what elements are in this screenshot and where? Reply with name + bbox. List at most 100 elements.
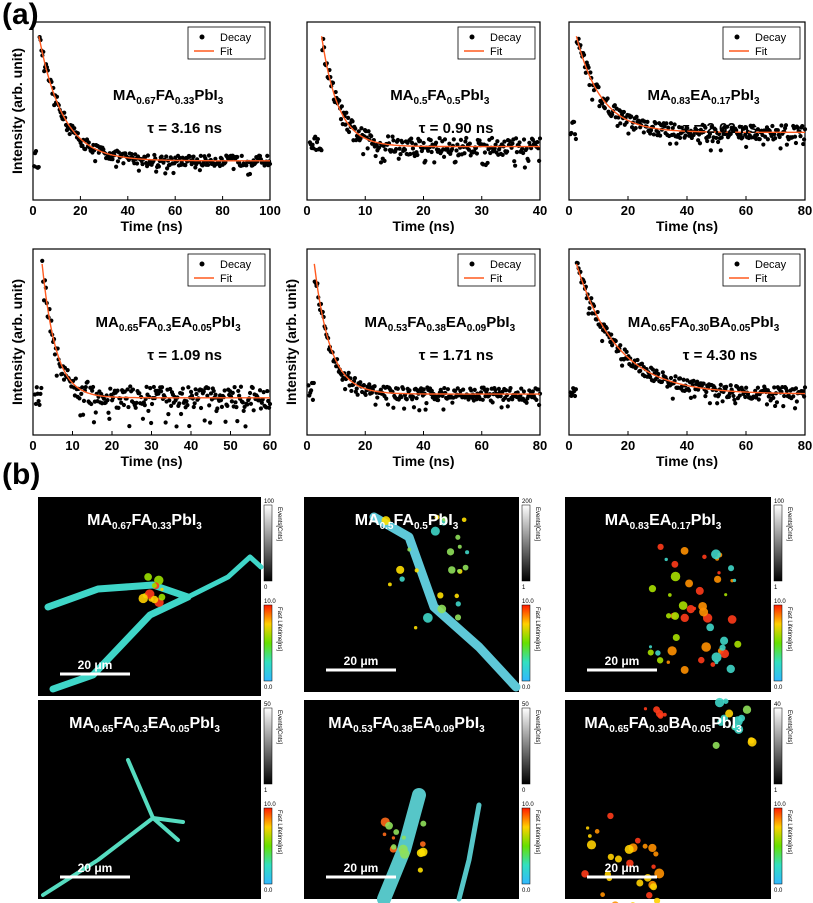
decay-point	[793, 140, 799, 146]
decay-point	[90, 384, 96, 390]
crystal-blob	[742, 705, 752, 714]
x-tick-label: 20	[416, 203, 430, 218]
decay-point	[399, 394, 404, 400]
x-tick-label: 0	[565, 438, 572, 453]
decay-point	[398, 151, 403, 157]
crystal-blob	[671, 612, 680, 620]
decay-point	[502, 139, 507, 144]
decay-point	[435, 398, 441, 403]
decay-point	[354, 138, 359, 143]
decay-point	[573, 387, 579, 392]
crystal-blob	[396, 565, 405, 574]
decay-point	[89, 401, 94, 407]
decay-point	[775, 128, 780, 133]
decay-point	[621, 109, 626, 115]
legend-fit-label: Fit	[220, 46, 232, 58]
decay-point	[423, 407, 428, 412]
crystal-blob	[695, 586, 704, 595]
decay-points	[32, 258, 273, 429]
decay-point	[420, 146, 425, 151]
decay-point	[194, 391, 199, 397]
decay-point	[583, 70, 588, 75]
decay-point	[319, 148, 324, 153]
decay-point	[536, 387, 541, 392]
legend-decay-marker	[199, 34, 205, 40]
crystal-blob	[668, 593, 672, 597]
decay-point	[645, 119, 650, 125]
decay-point	[452, 388, 458, 394]
decay-point	[233, 400, 238, 405]
decay-point	[715, 401, 720, 406]
decay-point	[202, 418, 207, 423]
legend-decay-label: Decay	[490, 32, 522, 44]
decay-point	[600, 338, 605, 344]
decay-point	[527, 388, 532, 393]
legend-box	[187, 26, 266, 60]
decay-point	[524, 146, 529, 151]
fit-curve	[320, 36, 540, 148]
decay-point	[192, 401, 197, 406]
decay-point	[184, 399, 189, 404]
decay-point	[716, 392, 722, 397]
crystal-blob	[720, 636, 729, 645]
decay-point	[36, 164, 41, 170]
decay-point	[343, 387, 348, 392]
colorbars: 50 0 10.0 0.0 Events[Cnts] Fast Lifetime[ns]	[521, 702, 540, 894]
legend-decay-label: Decay	[755, 32, 787, 44]
x-tick-label: 40	[121, 203, 135, 218]
decay-point	[240, 400, 245, 405]
decay-point	[41, 298, 47, 303]
decay-point	[798, 133, 803, 139]
decay-point	[186, 385, 191, 390]
crystal-blob	[160, 587, 164, 592]
decay-point	[679, 125, 684, 130]
decay-point	[653, 121, 658, 126]
decay-point	[724, 384, 729, 389]
decay-point	[375, 395, 380, 400]
decay-point	[441, 407, 446, 412]
crystal-blob	[717, 718, 725, 726]
decay-point	[708, 148, 713, 153]
image-formula: MA0.65FA0.30BA0.05PbI3	[584, 715, 742, 735]
crystal-blob	[446, 548, 455, 556]
flim-image-1: MA0.67FA0.33PbI3 20 μm 100 0 10.0 0.0 Events[C…	[38, 497, 282, 696]
decay-point	[34, 385, 39, 390]
crystal-blob	[678, 601, 688, 610]
decay-point	[624, 120, 629, 125]
crystal-blob	[419, 841, 426, 847]
decay-point	[267, 401, 273, 407]
events-min: 0	[522, 788, 526, 794]
crystal-blob	[624, 844, 634, 854]
crystal-blob	[594, 829, 600, 834]
decay-point	[764, 402, 770, 407]
life-label: Fast Lifetime[ns]	[786, 810, 792, 854]
decay-point	[801, 141, 806, 147]
crystal-blob	[151, 583, 157, 589]
decay-point	[442, 385, 447, 391]
decay-point	[213, 392, 218, 397]
decay-point	[54, 373, 59, 378]
decay-point	[353, 126, 358, 131]
flim-background	[565, 497, 771, 692]
decay-point	[373, 153, 378, 159]
decay-point	[720, 399, 725, 404]
decay-point	[206, 386, 211, 391]
events-colorbar	[263, 707, 273, 785]
decay-point	[638, 368, 643, 373]
decay-point	[136, 168, 141, 173]
crystal-blob	[454, 614, 462, 621]
crystal-blob	[651, 864, 656, 869]
crystal-blob	[416, 848, 425, 858]
image-formula: MA0.5FA0.5PbI3	[355, 512, 459, 532]
decay-point	[651, 132, 656, 137]
decay-point	[40, 258, 45, 263]
decay-point	[80, 385, 85, 390]
legend-fit-label: Fit	[220, 273, 232, 285]
decay-point	[537, 402, 542, 408]
decay-point	[91, 420, 97, 425]
tau-label: τ = 1.09 ns	[147, 347, 222, 364]
crystal-blob	[607, 812, 614, 820]
decay-point	[373, 402, 378, 407]
decay-point	[519, 386, 524, 391]
tau-label: τ = 0.90 ns	[419, 120, 494, 137]
